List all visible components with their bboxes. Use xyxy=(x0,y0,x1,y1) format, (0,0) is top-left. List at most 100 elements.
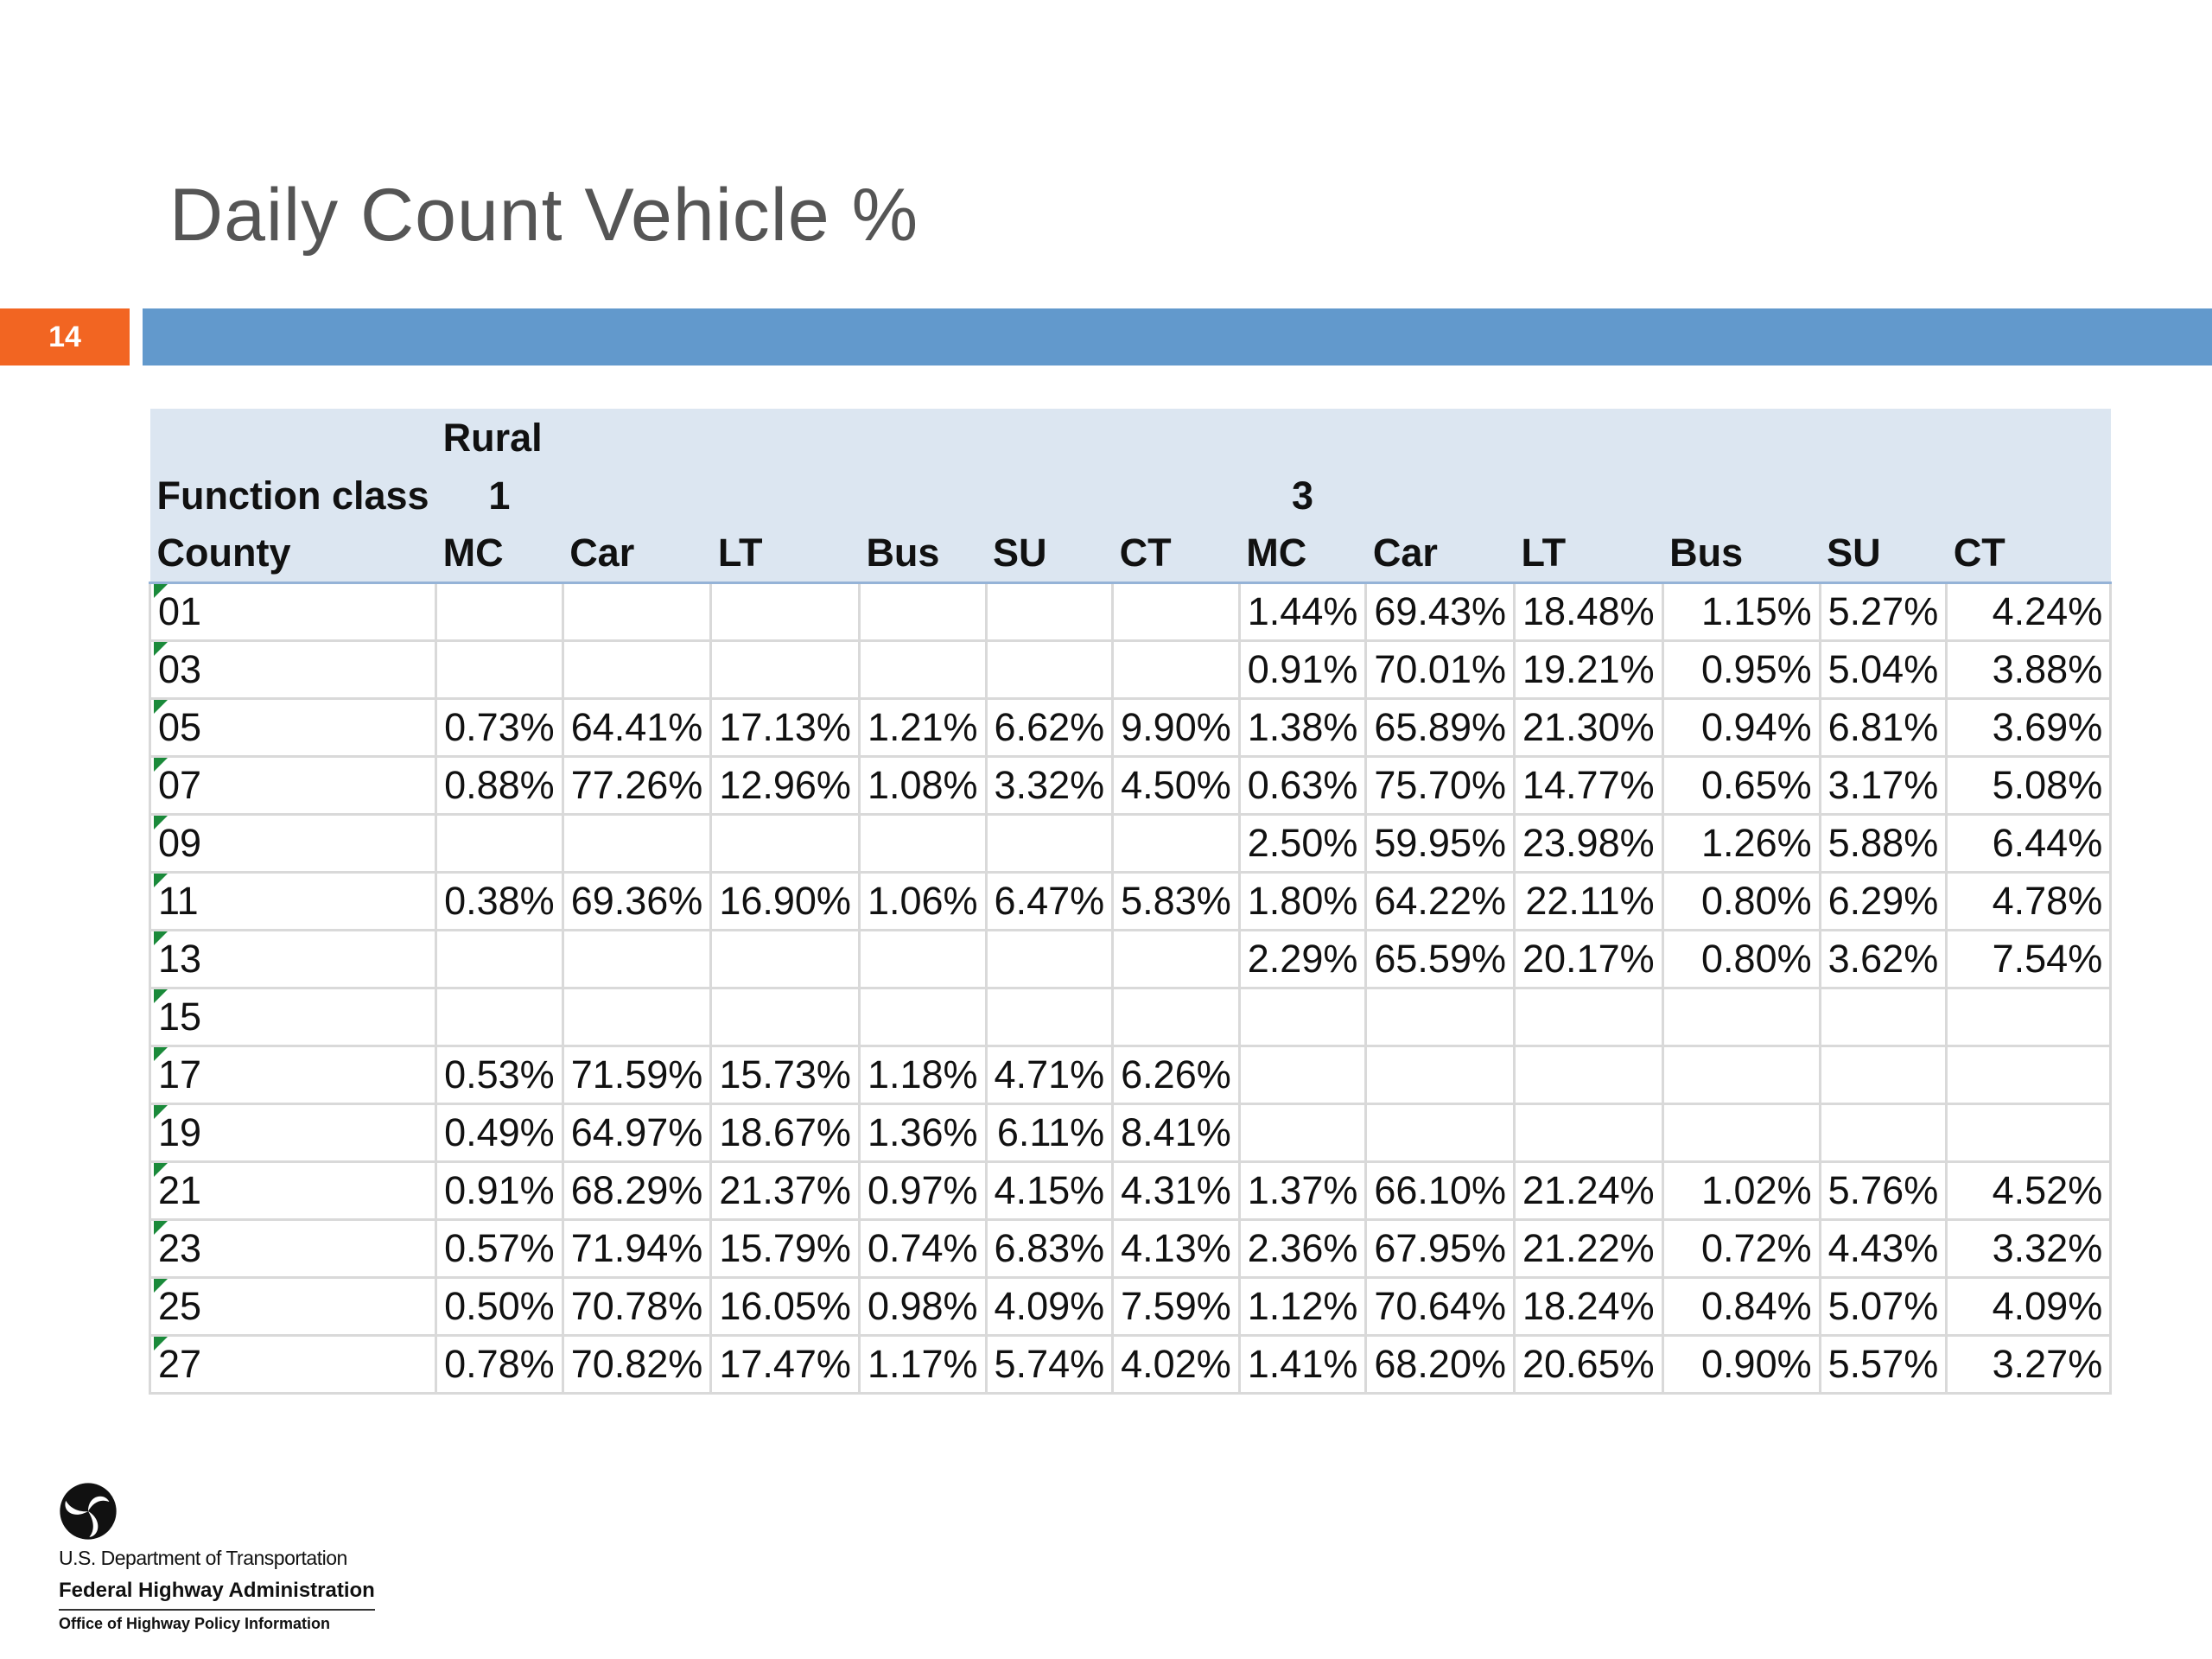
value-cell: 8.41% xyxy=(1111,1102,1241,1163)
value-cell xyxy=(984,639,1115,700)
table-row: 25 0.50% 70.78% 16.05% 0.98% 4.09% 7.59% 1.12% 7… xyxy=(148,1275,2113,1337)
header-row: Rural xyxy=(149,409,2111,467)
value-cell: 0.65% xyxy=(1661,754,1821,816)
value-cell: 0.80% xyxy=(1661,928,1821,989)
header-cell: 3 xyxy=(1239,467,1366,524)
value-cell: 17.47% xyxy=(709,1333,861,1395)
value-cell: 5.88% xyxy=(1818,812,1948,874)
cell-comment-flag-icon xyxy=(154,1222,168,1235)
table-row: 05 0.73% 64.41% 17.13% 1.21% 6.62% 9.90% 1.38% 6… xyxy=(148,696,2113,758)
cell-comment-flag-icon xyxy=(154,1106,168,1119)
value-cell xyxy=(435,581,564,642)
value-cell xyxy=(435,812,564,874)
header-cell xyxy=(859,467,987,524)
value-cell: 5.27% xyxy=(1818,581,1948,642)
value-cell xyxy=(709,986,861,1047)
header-cell xyxy=(710,467,860,524)
value-cell xyxy=(1237,1044,1368,1105)
value-cell: 0.38% xyxy=(435,870,564,931)
value-cell: 0.94% xyxy=(1661,696,1821,758)
county-cell: 13 xyxy=(148,928,438,989)
table-row: 17 0.53% 71.59% 15.73% 1.18% 4.71% 6.26% xyxy=(148,1044,2113,1105)
header-cell xyxy=(1514,409,1663,467)
value-cell xyxy=(435,986,564,1047)
value-cell: 1.12% xyxy=(1237,1275,1368,1337)
value-cell: 1.44% xyxy=(1237,581,1368,642)
title-rule-bar xyxy=(143,308,2212,365)
header-cell: LT xyxy=(1514,524,1663,584)
table-row: 03 0.91% 70.01% 19.21% 0.95% 5.04% 3.88% xyxy=(148,639,2113,700)
value-cell: 3.69% xyxy=(1945,696,2113,758)
value-cell: 0.78% xyxy=(435,1333,564,1395)
value-cell: 3.32% xyxy=(1945,1217,2113,1279)
header-row: Function class 1 3 xyxy=(149,467,2111,524)
value-cell xyxy=(1661,1102,1821,1163)
dot-triskelion-icon xyxy=(60,1483,117,1540)
header-label: Function class xyxy=(149,467,436,524)
value-cell xyxy=(1111,581,1241,642)
table-row: 15 xyxy=(148,986,2113,1047)
value-cell: 2.50% xyxy=(1237,812,1368,874)
header-cell: Bus xyxy=(1662,524,1821,584)
value-cell: 6.29% xyxy=(1818,870,1948,931)
table-row: 11 0.38% 69.36% 16.90% 1.06% 6.47% 5.83% 1.80% 6… xyxy=(148,870,2113,931)
cell-comment-flag-icon xyxy=(154,1164,168,1177)
header-cell xyxy=(986,409,1113,467)
value-cell: 5.08% xyxy=(1945,754,2113,816)
table-row: 21 0.91% 68.29% 21.37% 0.97% 4.15% 4.31% 1.37% 6… xyxy=(148,1160,2113,1221)
value-cell: 19.21% xyxy=(1513,639,1664,700)
value-cell: 65.89% xyxy=(1364,696,1516,758)
value-cell xyxy=(857,639,988,700)
value-cell xyxy=(561,812,713,874)
value-cell xyxy=(984,581,1115,642)
org-line-fhwa: Federal Highway Administration xyxy=(59,1578,375,1602)
value-cell: 1.41% xyxy=(1237,1333,1368,1395)
header-cell xyxy=(1820,409,1947,467)
header-cell: Rural xyxy=(435,409,563,467)
value-cell: 6.11% xyxy=(984,1102,1115,1163)
vehicle-percent-table: Rural Function class 1 3 County MC Car LT Bus SU C… xyxy=(148,409,2113,1395)
value-cell: 0.53% xyxy=(435,1044,564,1105)
value-cell: 0.50% xyxy=(435,1275,564,1337)
table-row: 13 2.29% 65.59% 20.17% 0.80% 3.62% 7.54% xyxy=(148,928,2113,989)
value-cell: 0.84% xyxy=(1661,1275,1821,1337)
value-cell xyxy=(857,812,988,874)
value-cell xyxy=(1111,928,1241,989)
value-cell: 3.27% xyxy=(1945,1333,2113,1395)
value-cell xyxy=(1945,1102,2113,1163)
cell-comment-flag-icon xyxy=(154,817,168,830)
value-cell xyxy=(1513,1102,1664,1163)
value-cell xyxy=(1513,986,1664,1047)
value-cell: 0.95% xyxy=(1661,639,1821,700)
value-cell: 20.17% xyxy=(1513,928,1664,989)
value-cell: 0.91% xyxy=(1237,639,1368,700)
cell-comment-flag-icon xyxy=(154,759,168,772)
value-cell xyxy=(561,639,713,700)
value-cell xyxy=(857,581,988,642)
value-cell: 18.48% xyxy=(1513,581,1664,642)
value-cell: 5.74% xyxy=(984,1333,1115,1395)
value-cell: 0.49% xyxy=(435,1102,564,1163)
value-cell: 1.80% xyxy=(1237,870,1368,931)
value-cell xyxy=(984,928,1115,989)
header-cell: MC xyxy=(435,524,563,584)
value-cell xyxy=(561,986,713,1047)
value-cell: 14.77% xyxy=(1513,754,1664,816)
cell-comment-flag-icon xyxy=(154,643,168,656)
value-cell: 1.15% xyxy=(1661,581,1821,642)
value-cell: 23.98% xyxy=(1513,812,1664,874)
value-cell: 4.02% xyxy=(1111,1333,1241,1395)
value-cell xyxy=(1513,1044,1664,1105)
value-cell: 68.29% xyxy=(561,1160,713,1221)
header-cell: Bus xyxy=(859,524,987,584)
value-cell xyxy=(1661,986,1821,1047)
value-cell: 3.88% xyxy=(1945,639,2113,700)
cell-comment-flag-icon xyxy=(154,585,168,598)
table-row: 01 1.44% 69.43% 18.48% 1.15% 5.27% 4.24% xyxy=(148,581,2113,642)
value-cell: 7.54% xyxy=(1945,928,2113,989)
value-cell: 20.65% xyxy=(1513,1333,1664,1395)
org-line-dot: U.S. Department of Transportation xyxy=(59,1547,347,1569)
value-cell: 4.71% xyxy=(984,1044,1115,1105)
header-cell xyxy=(710,409,860,467)
value-cell: 0.90% xyxy=(1661,1333,1821,1395)
